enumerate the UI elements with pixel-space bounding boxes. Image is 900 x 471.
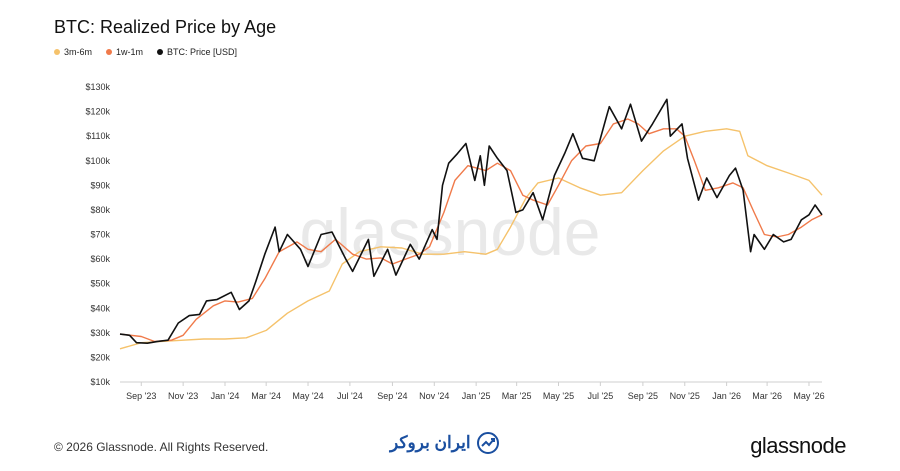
- x-tick-label: Sep '24: [377, 391, 407, 401]
- series-layer: [119, 98, 823, 350]
- x-tick-label: Nov '23: [168, 391, 198, 401]
- series-line-1w-1m[interactable]: [119, 118, 823, 343]
- x-tick-label: Jul '24: [337, 391, 363, 401]
- legend-label: 1w-1m: [116, 47, 144, 57]
- watermark-text: glassnode: [300, 195, 601, 269]
- legend-dot-icon: [106, 49, 113, 55]
- y-tick-label: $70k: [90, 230, 110, 240]
- x-tick-label: Nov '24: [419, 391, 449, 401]
- x-tick-label: Mar '26: [752, 391, 782, 401]
- legend-label: 3m-6m: [64, 47, 93, 57]
- x-tick-label: Mar '25: [502, 391, 532, 401]
- y-tick-label: $20k: [90, 352, 110, 362]
- x-tick-label: Jan '24: [211, 391, 240, 401]
- series-line-3m-6m[interactable]: [119, 128, 823, 350]
- x-tick-label: Jan '25: [462, 391, 491, 401]
- y-tick-label: $40k: [90, 303, 110, 313]
- y-tick-label: $90k: [90, 180, 110, 190]
- legend-item-3m-6m[interactable]: 3m-6m: [54, 47, 92, 57]
- chart-title: BTC: Realized Price by Age: [54, 17, 277, 37]
- legend-item-1w-1m[interactable]: 1w-1m: [106, 47, 143, 57]
- x-tick-label: Mar '24: [251, 391, 281, 401]
- copyright-text: © 2026 Glassnode. All Rights Reserved.: [54, 440, 269, 454]
- y-tick-label: $10k: [90, 377, 110, 387]
- chart-trend-icon: [476, 432, 499, 454]
- x-tick-label: Nov '25: [670, 391, 700, 401]
- legend-label: BTC: Price [USD]: [167, 47, 238, 57]
- x-tick-label: May '26: [793, 391, 824, 401]
- y-tick-label: $50k: [90, 279, 110, 289]
- y-tick-label: $60k: [90, 254, 110, 264]
- y-tick-label: $80k: [90, 205, 110, 215]
- series-line-btc-price[interactable]: [119, 98, 823, 344]
- x-tick-label: Jul '25: [587, 391, 613, 401]
- y-tick-label: $30k: [90, 328, 110, 338]
- brand-name: ایران بروکر: [390, 433, 471, 452]
- x-tick-label: May '25: [543, 391, 574, 401]
- chart-legend: 3m-6m 1w-1m BTC: Price [USD]: [54, 47, 237, 57]
- legend-item-btc-price[interactable]: BTC: Price [USD]: [157, 47, 237, 57]
- y-axis: $10k $20k $30k $40k $50k $60k $70k $80k $90k $100…: [85, 82, 110, 387]
- x-tick-label: Jan '26: [712, 391, 741, 401]
- x-tick-label: May '24: [292, 391, 323, 401]
- y-tick-label: $100k: [85, 156, 110, 166]
- legend-dot-icon: [157, 49, 164, 55]
- y-tick-label: $120k: [85, 107, 110, 117]
- x-tick-label: Sep '23: [126, 391, 156, 401]
- chart-area: glassnode $10k $20k $30k $40k $50k $60k $70k $8…: [85, 82, 825, 401]
- legend-dot-icon: [54, 49, 60, 55]
- x-axis: Sep '23 Nov '23 Jan '24 Mar '24 May '24 Jul '…: [126, 382, 825, 401]
- x-tick-label: Sep '25: [628, 391, 658, 401]
- brand-logo[interactable]: ایران بروکر: [390, 432, 499, 454]
- y-tick-label: $130k: [85, 82, 110, 92]
- y-tick-label: $110k: [86, 131, 110, 141]
- glassnode-logo: glassnode: [750, 433, 846, 458]
